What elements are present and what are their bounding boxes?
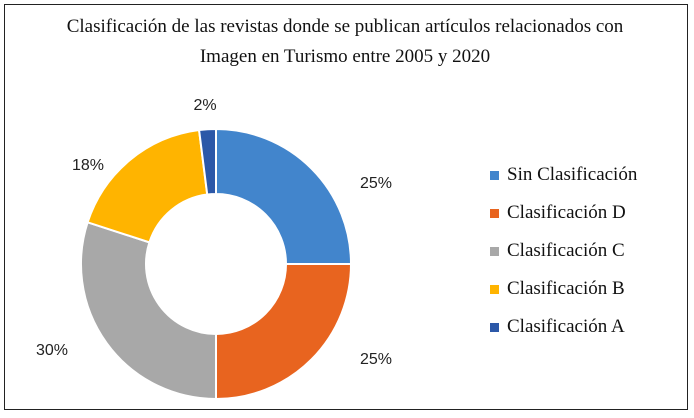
legend-swatch: [490, 284, 499, 294]
chart-legend: Sin Clasificación Clasificación D Clasific…: [490, 156, 637, 346]
chart-title-line-1: Clasificación de las revistas donde se p…: [66, 16, 624, 37]
legend-swatch: [490, 170, 499, 180]
legend-label: Sin Clasificación: [507, 164, 638, 185]
data-label-5: 2%: [193, 97, 216, 114]
legend-swatch: [490, 246, 499, 256]
legend-label: Clasificación B: [507, 278, 625, 299]
data-label-4: 18%: [72, 157, 104, 174]
donut-slice-5: [197, 127, 217, 196]
legend-label: Clasificación D: [507, 202, 626, 223]
legend-item-1: Sin Clasificación: [490, 156, 637, 194]
chart-title-line-2: Imagen en Turismo entre 2005 y 2020: [199, 46, 491, 67]
legend-swatch: [490, 322, 499, 332]
data-label-2: 25%: [360, 351, 392, 368]
donut-slice-4: [86, 128, 209, 244]
legend-swatch: [490, 208, 499, 218]
data-label-1: 25%: [360, 175, 392, 192]
donut-slice-1: [215, 127, 353, 265]
chart-title: Clasificación de las revistas donde se p…: [20, 12, 670, 72]
legend-item-3: Clasificación C: [490, 232, 637, 270]
donut-slices: [80, 127, 353, 401]
donut-slice-2: [215, 263, 353, 401]
legend-label: Clasificación C: [507, 240, 625, 261]
legend-label: Clasificación A: [507, 316, 625, 337]
data-label-3: 30%: [36, 342, 68, 359]
legend-item-2: Clasificación D: [490, 194, 637, 232]
donut-slice-3: [80, 221, 217, 401]
legend-item-4: Clasificación B: [490, 270, 637, 308]
donut-data-labels: 25% 25% 30% 18% 2%: [36, 97, 392, 368]
legend-item-5: Clasificación A: [490, 308, 637, 346]
